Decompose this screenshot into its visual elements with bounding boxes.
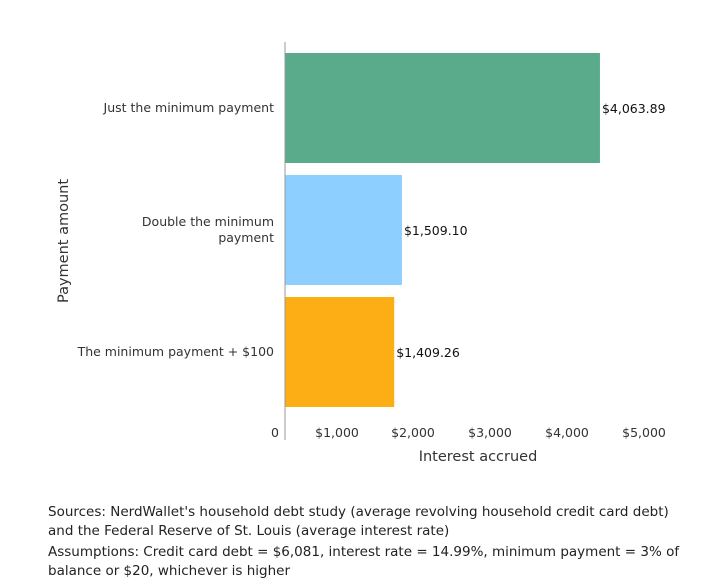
value-label-3: $1,409.26 bbox=[396, 345, 460, 360]
value-labels-group: $4,063.89 $1,509.10 $1,409.26 bbox=[396, 101, 665, 360]
x-tick-labels-group: 0 $1,000 $2,000 $3,000 $4,000 $5,000 bbox=[271, 425, 666, 440]
x-tick-label-2: $1,000 bbox=[315, 425, 359, 440]
bar-chart: $4,063.89 $1,509.10 $1,409.26 Just the min… bbox=[56, 42, 666, 465]
bar-2 bbox=[285, 175, 402, 285]
y-axis-label: Payment amount bbox=[56, 179, 72, 303]
sources-note: Sources: NerdWallet's household debt stu… bbox=[48, 504, 669, 539]
category-label-2-line-1: Double the minimum bbox=[142, 214, 274, 229]
x-tick-label-1: 0 bbox=[271, 425, 279, 440]
bar-1 bbox=[285, 53, 600, 163]
value-label-1: $4,063.89 bbox=[602, 101, 666, 116]
category-label-3-line-1: The minimum payment + $100 bbox=[77, 344, 274, 359]
category-label-1-line-1: Just the minimum payment bbox=[103, 100, 275, 115]
category-label-2-line-2: payment bbox=[218, 230, 274, 245]
x-tick-label-6: $5,000 bbox=[622, 425, 666, 440]
bar-3 bbox=[285, 297, 395, 407]
value-label-2: $1,509.10 bbox=[404, 223, 468, 238]
category-labels-group: Just the minimum payment Double the minim… bbox=[77, 100, 275, 359]
x-axis-label: Interest accrued bbox=[419, 449, 538, 465]
bars-group bbox=[285, 53, 600, 407]
x-tick-label-5: $4,000 bbox=[545, 425, 589, 440]
x-tick-label-3: $2,000 bbox=[391, 425, 435, 440]
assumptions-note: Assumptions: Credit card debt = $6,081, … bbox=[48, 544, 680, 579]
x-tick-label-4: $3,000 bbox=[468, 425, 512, 440]
